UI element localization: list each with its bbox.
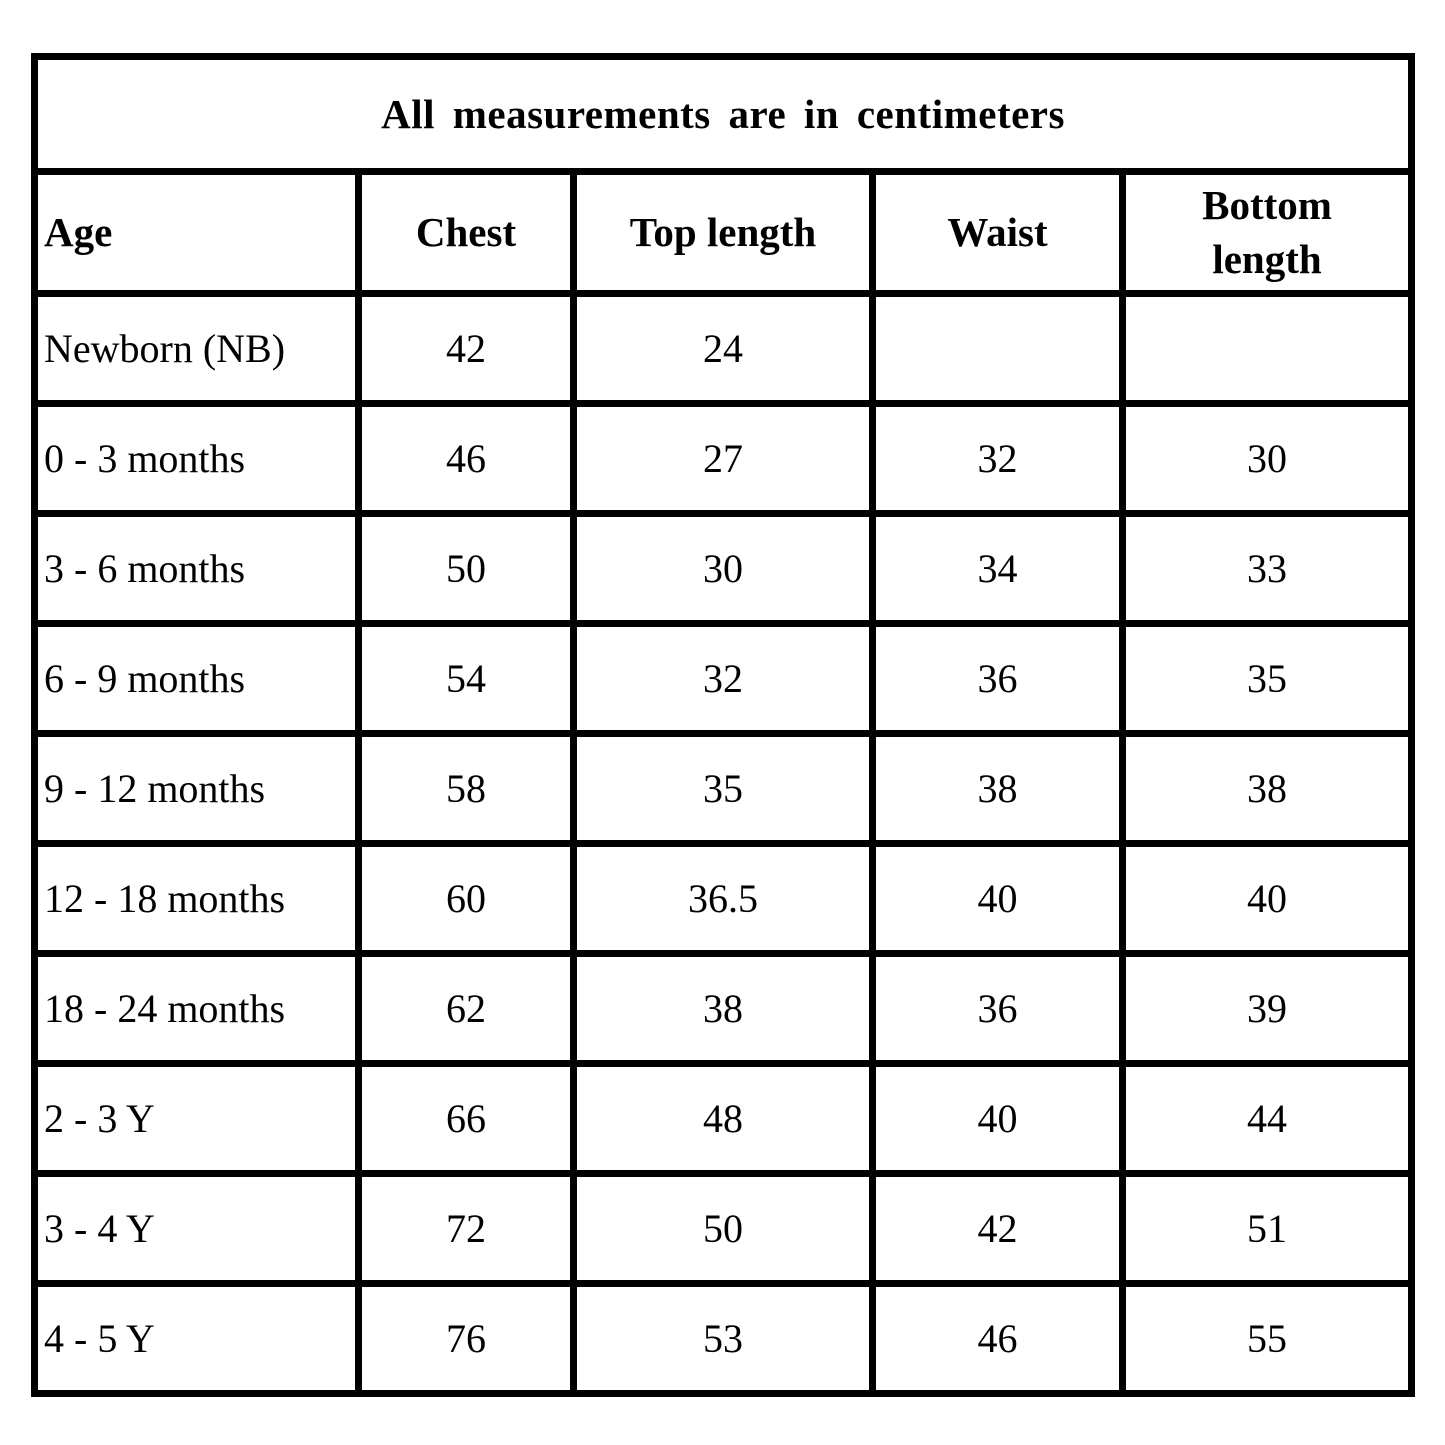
chest-cell: 42: [355, 290, 577, 407]
top-length-cell: 53: [570, 1280, 876, 1397]
top-length-cell: 48: [570, 1060, 876, 1177]
table-row: 3 - 6 months 50 30 34 33: [31, 510, 1416, 627]
chest-cell: 66: [355, 1060, 577, 1177]
column-header-bottom-length: Bottom length: [1118, 168, 1416, 297]
chest-cell: 60: [355, 840, 577, 957]
bottom-length-cell: 33: [1118, 510, 1416, 627]
top-length-cell: 36.5: [570, 840, 876, 957]
table-row: Newborn (NB) 42 24: [31, 290, 1416, 407]
title-row: All measurements are in centimeters: [30, 53, 1416, 175]
header-row: Age Chest Top length Waist Bottom length: [31, 168, 1416, 297]
chest-cell: 58: [355, 730, 577, 847]
age-cell: 12 - 18 months: [31, 840, 362, 957]
top-length-cell: 32: [570, 620, 876, 737]
table-row: 3 - 4 Y 72 50 42 51: [31, 1170, 1416, 1287]
column-header-top-length: Top length: [570, 168, 876, 297]
bottom-length-cell: 51: [1118, 1170, 1416, 1287]
table-row: 4 - 5 Y 76 53 46 55: [31, 1280, 1416, 1397]
table-row: 18 - 24 months 62 38 36 39: [31, 950, 1416, 1067]
age-cell: 3 - 6 months: [31, 510, 362, 627]
age-cell: 4 - 5 Y: [31, 1280, 362, 1397]
waist-cell: 38: [869, 730, 1126, 847]
waist-cell: [869, 290, 1126, 407]
table-row: 9 - 12 months 58 35 38 38: [31, 730, 1416, 847]
age-cell: 0 - 3 months: [31, 400, 362, 517]
age-cell: 9 - 12 months: [31, 730, 362, 847]
waist-cell: 40: [869, 1060, 1126, 1177]
table-row: 0 - 3 months 46 27 32 30: [31, 400, 1416, 517]
bottom-length-cell: 35: [1118, 620, 1416, 737]
top-length-cell: 24: [570, 290, 876, 407]
waist-cell: 34: [869, 510, 1126, 627]
top-length-cell: 38: [570, 950, 876, 1067]
chest-cell: 54: [355, 620, 577, 737]
age-cell: 6 - 9 months: [31, 620, 362, 737]
top-length-cell: 30: [570, 510, 876, 627]
size-chart-table: All measurements are in centimeters Age …: [30, 53, 1416, 1397]
waist-cell: 36: [869, 620, 1126, 737]
age-cell: Newborn (NB): [31, 290, 362, 407]
bottom-length-cell: 55: [1118, 1280, 1416, 1397]
chest-cell: 46: [355, 400, 577, 517]
column-header-age: Age: [31, 168, 362, 297]
chest-cell: 72: [355, 1170, 577, 1287]
chest-cell: 62: [355, 950, 577, 1067]
table-row: 2 - 3 Y 66 48 40 44: [31, 1060, 1416, 1177]
column-header-chest: Chest: [355, 168, 577, 297]
chest-cell: 76: [355, 1280, 577, 1397]
table-body: Newborn (NB) 42 24 0 - 3 months 46 27 32 30 3 - …: [31, 290, 1416, 1397]
age-cell: 2 - 3 Y: [31, 1060, 362, 1177]
column-header-bottom-length-label: Bottom length: [1202, 182, 1332, 282]
bottom-length-cell: [1118, 290, 1416, 407]
table-row: 12 - 18 months 60 36.5 40 40: [31, 840, 1416, 957]
waist-cell: 32: [869, 400, 1126, 517]
age-cell: 18 - 24 months: [31, 950, 362, 1067]
bottom-length-cell: 44: [1118, 1060, 1416, 1177]
bottom-length-cell: 30: [1118, 400, 1416, 517]
waist-cell: 40: [869, 840, 1126, 957]
table-title: All measurements are in centimeters: [30, 53, 1416, 175]
table-row: 6 - 9 months 54 32 36 35: [31, 620, 1416, 737]
top-length-cell: 35: [570, 730, 876, 847]
top-length-cell: 27: [570, 400, 876, 517]
age-cell: 3 - 4 Y: [31, 1170, 362, 1287]
bottom-length-cell: 40: [1118, 840, 1416, 957]
waist-cell: 42: [869, 1170, 1126, 1287]
waist-cell: 46: [869, 1280, 1126, 1397]
column-header-waist: Waist: [869, 168, 1126, 297]
top-length-cell: 50: [570, 1170, 876, 1287]
bottom-length-cell: 38: [1118, 730, 1416, 847]
waist-cell: 36: [869, 950, 1126, 1067]
bottom-length-cell: 39: [1118, 950, 1416, 1067]
chest-cell: 50: [355, 510, 577, 627]
